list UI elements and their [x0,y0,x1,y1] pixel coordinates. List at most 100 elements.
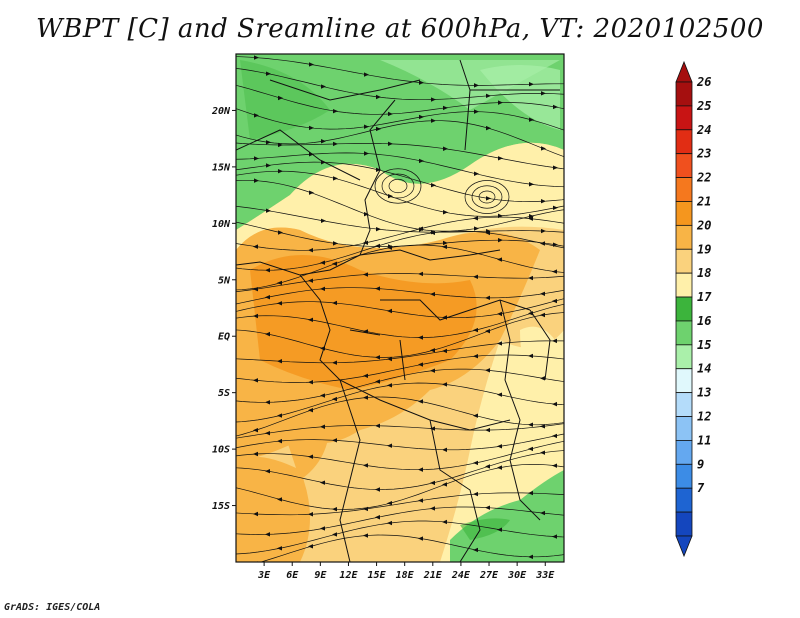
streamline-arrow [528,353,533,359]
colorbar-swatch [675,81,693,107]
streamline-arrow [253,451,258,457]
streamline-arrow [552,298,557,304]
lon-tick-label: 18E [396,570,415,581]
longitude-axis: 3E 6E 9E 12E 15E 18E 21E 24E 27E 30E 33E [257,562,555,581]
streamline [236,230,564,271]
streamline-arrow [540,450,545,455]
streamline-arrow [308,454,313,459]
colorbar-swatch [675,487,693,513]
streamline-arrow [388,193,393,199]
streamline-arrow [387,443,392,448]
colorbar-bottom-arrow [675,535,693,558]
streamline-arrow [473,547,478,553]
streamline-arrow [474,171,479,176]
streamline-arrow [375,355,380,360]
streamline-arrow [308,380,313,385]
streamline-arrow [363,533,368,538]
colorbar-swatch [675,248,693,274]
streamline [236,450,564,490]
streamline-arrow [253,428,258,433]
streamline-arrow [430,480,435,486]
streamline-arrow [363,506,368,512]
streamline-arrow [442,315,447,320]
swirl-streamline [471,185,503,209]
streamline-arrow [320,260,325,265]
colorbar-label: 9 [697,457,704,471]
lon-tick-label: 33E [535,570,555,581]
streamline-arrow [430,426,435,431]
streamline-arrow [387,308,392,314]
streamline [259,534,564,562]
lon-tick-label: 27E [479,570,499,581]
streamline-arrow [473,460,478,466]
streamline-arrow [430,506,435,511]
streamline-arrow [419,158,424,164]
streamline-arrow [473,216,478,221]
streamline-arrow [473,327,478,333]
streamline-arrow [254,113,259,118]
streamline-arrow [308,512,313,517]
colorbar-label: 19 [697,242,711,256]
streamline-arrow [321,218,326,223]
streamline-arrow [497,465,502,470]
streamline-arrow [253,313,258,319]
streamline-arrow [376,126,381,132]
streamline [236,303,564,338]
streamline-arrow [308,317,313,323]
colorbar-swatch [675,368,693,394]
streamline-arrow [442,244,447,250]
streamline [236,170,564,217]
streamline-arrow [254,178,259,183]
streamline-arrow [376,94,381,100]
lon-tick-label: 15E [368,570,387,581]
streamline-arrow [529,214,534,219]
streamline [236,56,564,86]
streamline-arrow [430,230,435,236]
streamline-arrow [485,505,490,510]
swirl-streamline [478,190,496,204]
streamline-arrow [277,301,282,306]
streamline-arrow [497,392,502,397]
streamline-arrow [375,423,380,428]
streamline-arrow [265,430,270,436]
streamline-arrow [277,413,282,418]
streamline-arrow [498,100,503,105]
streamline-arrow [320,346,325,351]
streamline-arrow [498,156,503,161]
streamline-arrow [309,62,314,67]
colorbar-swatch [675,440,693,465]
streamline-arrow [277,359,282,364]
streamline-arrow [541,146,546,151]
streamline-arrow [333,108,338,114]
streamline-arrow [321,139,326,144]
streamline [236,287,564,305]
wbpt-shading [236,54,564,562]
streamline [236,142,564,170]
colorbar-label: 7 [697,481,705,495]
streamline [236,354,564,383]
streamline [236,340,564,364]
streamline-arrow [443,210,448,215]
colorbar-swatch [675,392,693,417]
streamline-arrow [376,226,381,232]
streamline-arrow [541,91,546,96]
streamline [236,520,564,555]
colorbar-swatch [675,296,693,322]
streamline-arrow [253,378,258,383]
streamline-arrow [387,520,392,526]
streamline-arrow [418,498,423,503]
colorbar-label: 21 [696,194,711,208]
colorbar-label: 15 [697,338,711,352]
streamline-arrow [528,554,533,560]
streamline-arrow [553,165,558,170]
streamline [236,440,564,471]
streamline [236,492,564,516]
streamline-arrow [363,373,368,379]
colorbar-swatch [675,105,693,131]
streamline-arrow [265,532,270,537]
colorbar-swatch [675,201,693,226]
streamline-arrow [332,261,337,266]
streamline-arrow [552,534,557,539]
streamline-arrow [309,190,314,195]
streamline-arrow [278,169,283,174]
